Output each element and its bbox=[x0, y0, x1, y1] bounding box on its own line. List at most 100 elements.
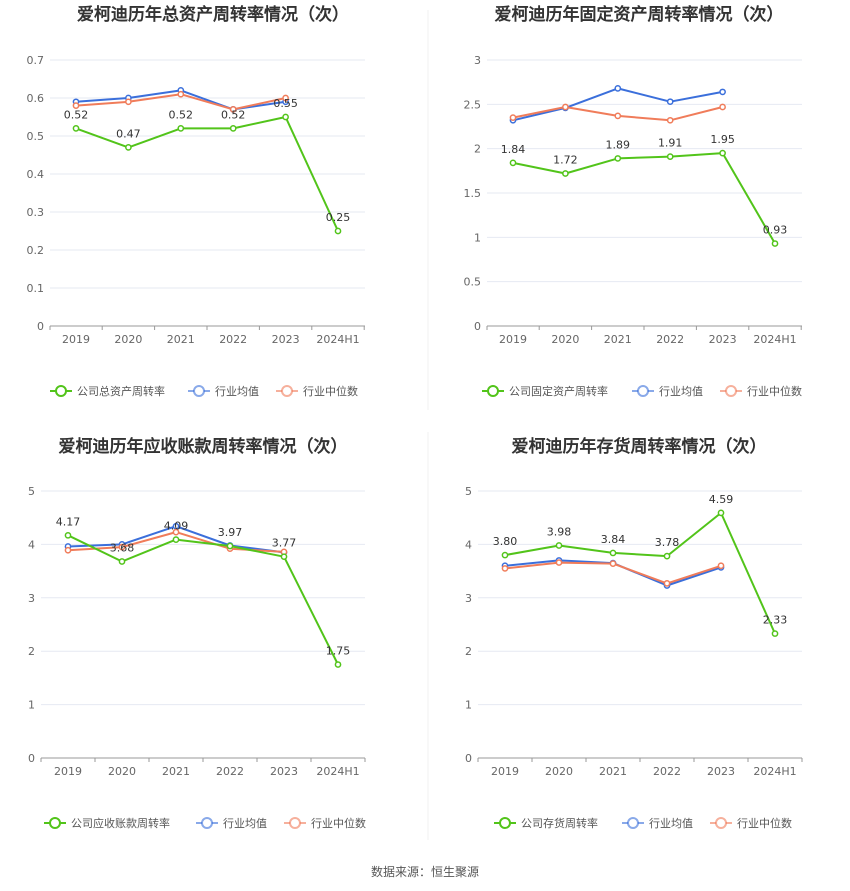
data-point bbox=[609, 560, 617, 567]
series-line bbox=[75, 116, 339, 232]
data-label: 3.77 bbox=[272, 537, 297, 550]
data-label: 4.59 bbox=[709, 493, 734, 506]
y-tick-label: 1 bbox=[474, 231, 481, 244]
data-point bbox=[118, 558, 126, 565]
legend-swatch-marker bbox=[487, 385, 499, 397]
data-point bbox=[717, 562, 725, 570]
data-point bbox=[663, 552, 671, 560]
legend-swatch-marker bbox=[49, 817, 61, 829]
legend-swatch-marker bbox=[627, 817, 639, 829]
legend-label: 公司应收账款周转率 bbox=[71, 816, 170, 830]
y-tick-label: 3 bbox=[465, 592, 472, 605]
series-line bbox=[67, 534, 339, 665]
data-point bbox=[614, 112, 622, 120]
data-point bbox=[614, 155, 622, 162]
data-label: 0.47 bbox=[116, 127, 141, 140]
data-label: 1.95 bbox=[710, 133, 735, 146]
data-point bbox=[118, 543, 126, 551]
x-tick-label: 2021 bbox=[599, 765, 627, 778]
data-label: 3.84 bbox=[601, 533, 626, 546]
data-label: 1.72 bbox=[553, 153, 578, 166]
data-label: 3.97 bbox=[218, 526, 243, 539]
y-tick-label: 0 bbox=[465, 752, 472, 765]
x-tick-label: 2023 bbox=[709, 333, 737, 346]
y-tick-label: 3 bbox=[474, 54, 481, 67]
data-label: 3.98 bbox=[547, 525, 572, 538]
y-tick-label: 1 bbox=[28, 699, 35, 712]
x-tick-label: 2019 bbox=[54, 765, 82, 778]
y-tick-label: 5 bbox=[28, 485, 35, 498]
data-point bbox=[177, 125, 185, 132]
data-label: 0.93 bbox=[763, 224, 788, 237]
x-tick-label: 2022 bbox=[653, 765, 681, 778]
data-point bbox=[666, 98, 674, 106]
data-point bbox=[562, 103, 569, 111]
data-point bbox=[280, 553, 288, 561]
data-point bbox=[229, 125, 237, 132]
x-tick-label: 2021 bbox=[167, 333, 195, 346]
legend-swatch-marker bbox=[499, 817, 511, 829]
data-point bbox=[562, 170, 569, 177]
legend-swatch-marker bbox=[289, 817, 301, 829]
data-label: 1.84 bbox=[501, 143, 526, 156]
y-tick-label: 0.1 bbox=[27, 282, 45, 295]
legend-label: 公司存货周转率 bbox=[521, 816, 598, 830]
y-tick-label: 0.7 bbox=[27, 54, 45, 67]
legend-label: 行业中位数 bbox=[311, 816, 366, 830]
legend-swatch-marker bbox=[55, 385, 67, 397]
legend-swatch-marker bbox=[201, 817, 213, 829]
legend-swatch-marker bbox=[281, 385, 293, 397]
x-tick-label: 2023 bbox=[707, 765, 735, 778]
data-point bbox=[717, 509, 725, 517]
legend-label: 行业中位数 bbox=[303, 384, 358, 398]
data-label: 1.91 bbox=[658, 137, 683, 150]
y-tick-label: 0.2 bbox=[27, 244, 45, 257]
x-tick-label: 2024H1 bbox=[753, 765, 796, 778]
data-label: 1.75 bbox=[326, 645, 351, 658]
y-tick-label: 0.4 bbox=[27, 168, 45, 181]
x-tick-label: 2023 bbox=[272, 333, 300, 346]
legend-label: 行业中位数 bbox=[747, 384, 802, 398]
data-point bbox=[72, 125, 80, 132]
x-tick-label: 2019 bbox=[499, 333, 527, 346]
legend-swatch-marker bbox=[725, 385, 737, 397]
legend-label: 公司总资产周转率 bbox=[77, 384, 165, 398]
chart-title: 爱柯迪历年总资产周转率情况（次） bbox=[77, 4, 349, 25]
y-tick-label: 1.5 bbox=[464, 187, 482, 200]
x-tick-label: 2019 bbox=[62, 333, 90, 346]
x-tick-label: 2022 bbox=[216, 765, 244, 778]
data-point bbox=[609, 549, 617, 557]
legend-swatch-marker bbox=[715, 817, 727, 829]
x-tick-label: 2020 bbox=[108, 765, 136, 778]
data-point bbox=[282, 113, 289, 121]
legend-label: 行业均值 bbox=[649, 817, 693, 830]
y-tick-label: 0 bbox=[37, 320, 44, 333]
chart-title: 爱柯迪历年应收账款周转率情况（次） bbox=[59, 436, 348, 457]
x-tick-label: 2023 bbox=[270, 765, 298, 778]
data-point bbox=[334, 227, 342, 235]
y-tick-label: 2 bbox=[474, 143, 481, 156]
data-point bbox=[501, 551, 509, 559]
data-point bbox=[555, 559, 563, 566]
source-note: 数据来源：恒生聚源 bbox=[371, 864, 479, 879]
data-point bbox=[509, 159, 517, 167]
data-point bbox=[501, 565, 509, 572]
data-point bbox=[125, 144, 132, 151]
legend-swatch-marker bbox=[193, 385, 205, 397]
data-point bbox=[172, 536, 180, 543]
data-point bbox=[771, 240, 779, 247]
data-point bbox=[64, 531, 72, 539]
data-label: 1.89 bbox=[606, 138, 631, 151]
chart-title: 爱柯迪历年固定资产周转率情况（次） bbox=[495, 4, 784, 25]
data-point bbox=[125, 98, 132, 106]
series-line bbox=[512, 152, 776, 245]
y-tick-label: 0 bbox=[474, 320, 481, 333]
y-tick-label: 0.6 bbox=[27, 92, 45, 105]
data-label: 4.17 bbox=[56, 515, 81, 528]
data-point bbox=[282, 94, 289, 102]
legend-swatch-marker bbox=[637, 385, 649, 397]
data-label: 0.52 bbox=[64, 108, 89, 121]
x-tick-label: 2019 bbox=[491, 765, 519, 778]
legend-label: 行业均值 bbox=[659, 385, 703, 398]
legend-label: 行业中位数 bbox=[737, 816, 792, 830]
